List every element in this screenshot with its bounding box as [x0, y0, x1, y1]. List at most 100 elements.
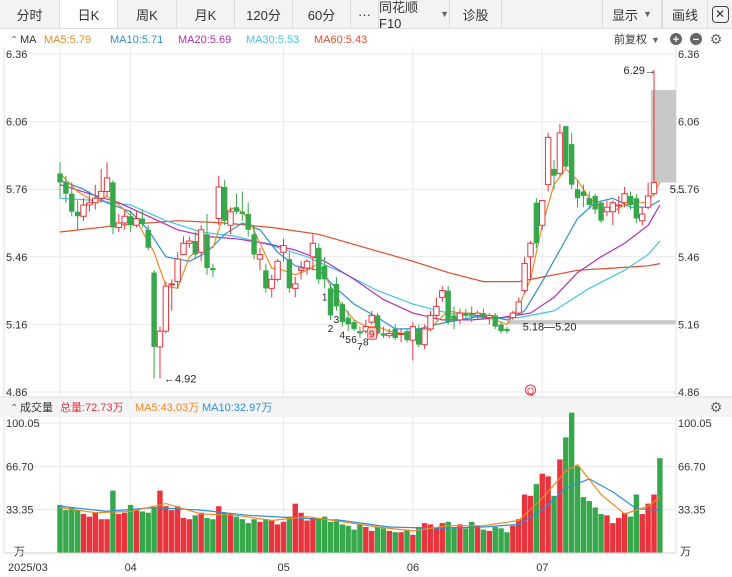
tab-tabs-7[interactable]: 同花顺F10 ▼: [379, 0, 450, 31]
tab-label: 画线: [671, 7, 698, 23]
volume-bar: [404, 529, 410, 553]
price-tick-right: 5.16: [678, 319, 699, 331]
candle-body-up: [539, 199, 546, 226]
candle-body-down: [498, 324, 504, 332]
price-tick-left: 5.46: [6, 252, 27, 264]
line-ma5: [59, 167, 661, 337]
price-tick-left: 6.36: [6, 49, 27, 61]
volume-bar: [269, 520, 275, 553]
volume-bar: [298, 512, 304, 553]
candle-body-up: [227, 211, 234, 226]
plus-icon: +: [673, 34, 679, 46]
volume-bar: [292, 503, 298, 553]
tab-label: 日K: [77, 7, 100, 23]
price-tick-left: 5.16: [6, 319, 27, 331]
candle-body-up: [162, 285, 170, 332]
candle-body-down: [251, 234, 257, 255]
volume-bar: [286, 516, 293, 553]
price-tick-left: 5.76: [6, 184, 27, 196]
price-annotation: ←4.92: [164, 373, 196, 385]
volume-bar: [163, 506, 169, 553]
candle-body-down: [463, 313, 469, 316]
candle-body-up: [474, 312, 481, 316]
volume-tick-right: 66.70: [678, 461, 706, 473]
volume-bar: [633, 494, 640, 553]
candle-body-down: [480, 313, 487, 318]
gear-icon: ⚙: [710, 399, 723, 415]
candle-body-up: [644, 195, 652, 208]
candle-body-up: [621, 193, 628, 204]
tab-label: 60分: [307, 7, 336, 23]
candle-body-up: [168, 283, 175, 286]
volume-bar: [374, 527, 381, 553]
candle-body-up: [186, 240, 193, 244]
legend-ma10: MA10:32.97万: [202, 402, 272, 414]
volume-bar: [527, 495, 534, 553]
tab-label: 显示: [612, 7, 639, 23]
volume-bar: [533, 484, 540, 553]
volume-bar: [174, 506, 181, 553]
volume-bar: [104, 519, 110, 553]
candle-body-down: [221, 186, 228, 221]
tab-tabs-2[interactable]: 周K: [118, 0, 177, 28]
candle-body-up: [433, 305, 440, 316]
tab-tabs-1[interactable]: 日K: [60, 0, 118, 28]
volume-bar: [557, 459, 563, 553]
volume-bar: [574, 465, 581, 553]
volume-tick-left: 33.35: [6, 505, 34, 517]
volume-bar: [651, 494, 657, 553]
chevron-down-icon: ▼: [651, 35, 660, 45]
volume-bar: [498, 528, 504, 553]
tab-tabs-5[interactable]: 60分: [293, 0, 351, 28]
tab-tabs-4[interactable]: 120分: [235, 0, 293, 28]
kline-chart[interactable]: ⌃ MA MA5:5.79 MA10:5.71 MA20:5.69 MA30:5.53 MA…: [0, 30, 732, 577]
tab-tabs-3[interactable]: 月K: [177, 0, 235, 28]
x-tick-label: 07: [536, 562, 548, 574]
candle-body-down: [351, 322, 357, 329]
price-annotation: 6.29→: [623, 65, 655, 77]
candle-body-up: [174, 258, 181, 283]
volume-bar: [457, 524, 463, 553]
candle-body-up: [180, 242, 187, 256]
volume-bar: [421, 523, 428, 553]
volume-bar: [645, 503, 651, 553]
candle-body-up: [521, 263, 528, 292]
x-tick-label: 2025/03: [8, 562, 48, 574]
volume-bar: [169, 510, 175, 553]
volume-bar: [98, 519, 104, 553]
plus-icon-bg: [670, 33, 682, 45]
tab-tabs-0[interactable]: 分时: [0, 0, 60, 28]
volume-bar: [486, 530, 493, 553]
tab-tabs-8[interactable]: 诊股: [450, 0, 502, 28]
candle-body-down: [316, 247, 322, 280]
tab-right_tabs-0[interactable]: 显示 ▼: [602, 0, 662, 28]
candle-body-down: [239, 211, 246, 214]
volume-bar: [474, 525, 481, 553]
volume-bar: [580, 497, 587, 553]
candle-body-down: [233, 207, 240, 212]
volume-bar: [586, 501, 593, 553]
legend-ma30: MA30:5.53: [246, 34, 299, 46]
collapse-icon: ⌃: [10, 35, 18, 46]
candle-body-up: [103, 177, 111, 192]
candle-body-down: [568, 144, 575, 185]
candle-body-down: [416, 328, 422, 345]
price-header-bg: [0, 30, 732, 47]
volume-tick-left: 66.70: [6, 461, 34, 473]
volume-bar: [321, 516, 328, 553]
volume-bar: [433, 527, 440, 553]
volume-bar: [504, 532, 510, 553]
volume-bar: [351, 529, 357, 553]
volume-bar: [57, 504, 63, 553]
upper-gray-band: [651, 90, 676, 183]
candle-body-up: [215, 186, 222, 219]
tab-tabs-6[interactable]: ···: [351, 0, 379, 28]
volume-bar: [227, 514, 234, 553]
candle-body-down: [245, 213, 251, 230]
close-button[interactable]: ✕: [708, 0, 732, 28]
volume-bar: [451, 527, 457, 553]
candle-body-down: [321, 265, 328, 280]
adjust-label: 前复权: [614, 32, 647, 46]
tab-right_tabs-1[interactable]: 画线: [662, 0, 708, 28]
price-tick-right: 6.36: [678, 49, 699, 61]
